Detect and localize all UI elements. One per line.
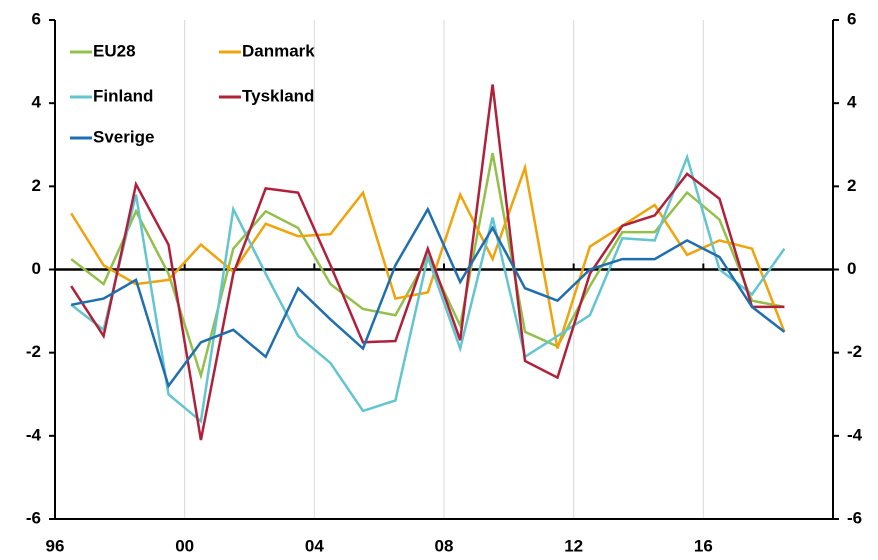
legend-label: Finland xyxy=(93,86,153,105)
series-line xyxy=(70,84,785,441)
x-tick-label: 16 xyxy=(694,536,713,555)
legend-label: Sverige xyxy=(93,127,154,146)
y2-tick-label: 0 xyxy=(847,259,856,278)
y-tick-label: 0 xyxy=(32,259,41,278)
y2-tick-label: 2 xyxy=(847,176,856,195)
legend-label: Tyskland xyxy=(242,86,314,105)
y-tick-label: -6 xyxy=(26,508,41,527)
legend-label: Danmark xyxy=(242,41,315,60)
y2-tick-label: -6 xyxy=(847,508,862,527)
x-tick-label: 12 xyxy=(564,536,583,555)
series-line xyxy=(70,153,786,424)
x-tick-label: 00 xyxy=(175,536,194,555)
y-tick-label: 4 xyxy=(32,93,42,112)
x-tick-label: 96 xyxy=(46,536,65,555)
y-tick-label: 2 xyxy=(32,176,41,195)
x-tick-label: 08 xyxy=(435,536,454,555)
series-line xyxy=(70,206,786,389)
y2-tick-label: -2 xyxy=(847,342,862,361)
y2-tick-label: 6 xyxy=(847,9,856,28)
x-tick-label: 04 xyxy=(305,536,324,555)
y-tick-label: 6 xyxy=(32,9,41,28)
y2-tick-label: 4 xyxy=(847,93,857,112)
series-line xyxy=(70,162,786,349)
y-tick-label: -4 xyxy=(26,425,42,444)
y2-tick-label: -4 xyxy=(847,425,863,444)
y-tick-label: -2 xyxy=(26,342,41,361)
legend-label: EU28 xyxy=(93,41,136,60)
